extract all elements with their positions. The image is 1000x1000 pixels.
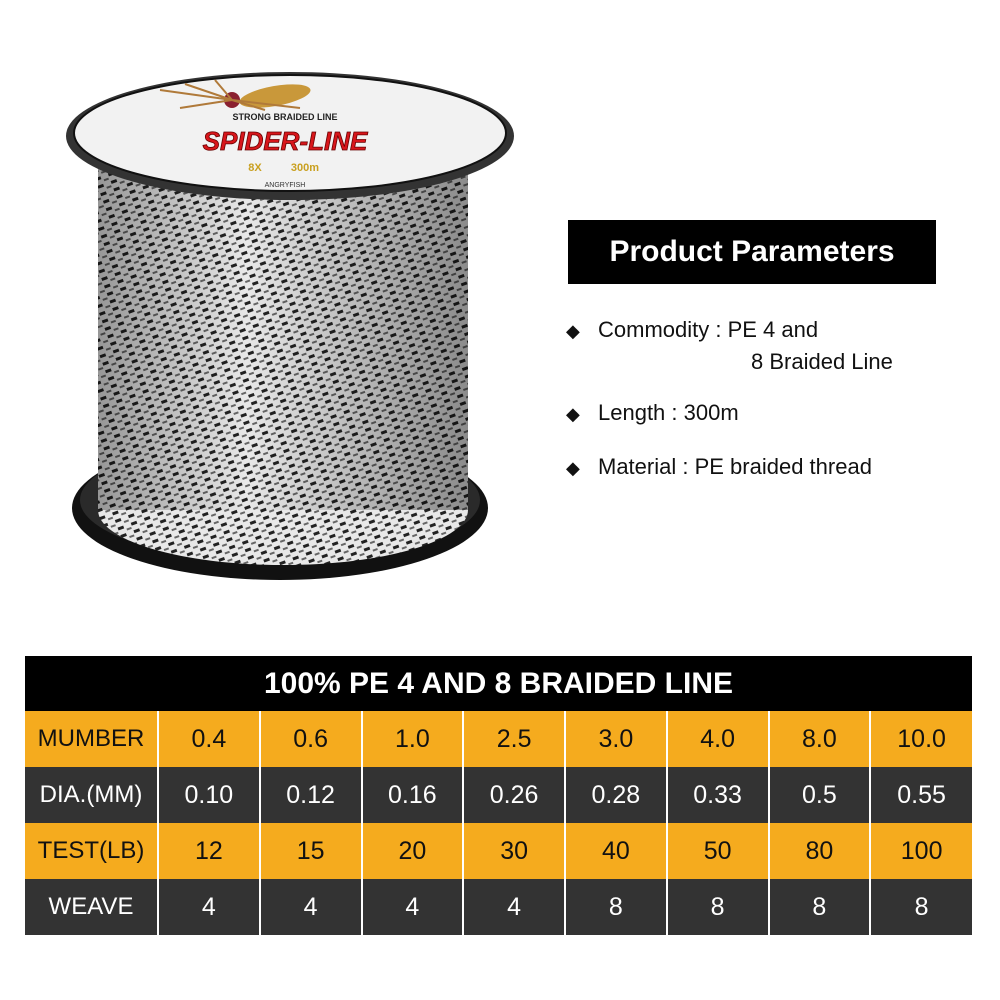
spool-image: STRONG BRAIDED LINE SPIDER-LINE 8X 300m … <box>66 72 514 580</box>
row-label: MUMBER <box>25 711 159 767</box>
table-cell: 3.0 <box>565 711 668 767</box>
table-row: WEAVE 4 4 4 4 8 8 8 8 <box>25 879 972 935</box>
spool-weave: 8X <box>248 162 262 174</box>
table-cell: 15 <box>259 823 363 879</box>
table-cell: 30 <box>463 823 566 879</box>
table-cell: 20 <box>361 823 465 879</box>
table-cell: 8 <box>565 879 668 935</box>
spider-logo <box>159 79 311 111</box>
table-cell: 10.0 <box>870 711 972 767</box>
param-material: ◆ Material : PE braided thread <box>566 453 872 482</box>
param-length: ◆ Length : 300m <box>566 399 739 428</box>
table-cell: 0.5 <box>768 767 872 823</box>
param-text: Length : 300m <box>598 400 739 425</box>
row-label: TEST(LB) <box>25 823 159 879</box>
table-cell: 4 <box>463 879 566 935</box>
param-commodity: ◆ Commodity : PE 4 and <box>566 316 818 345</box>
param-commodity-continued: 8 Braided Line <box>751 349 893 374</box>
table-cell: 0.12 <box>259 767 363 823</box>
table-cell: 4 <box>361 879 465 935</box>
param-text: Commodity : PE 4 and <box>598 317 819 342</box>
product-parameters-title: Product Parameters <box>568 220 936 284</box>
table-cell: 8.0 <box>768 711 872 767</box>
table-row: DIA.(MM) 0.10 0.12 0.16 0.26 0.28 0.33 0.5 0.55 <box>25 767 972 823</box>
table-row: TEST(LB) 12 15 20 30 40 50 80 100 <box>25 823 972 879</box>
table-cell: 0.26 <box>463 767 566 823</box>
table-cell: 8 <box>870 879 972 935</box>
table-cell: 0.6 <box>259 711 363 767</box>
spec-table-title: 100% PE 4 AND 8 BRAIDED LINE <box>25 656 972 711</box>
table-cell: 8 <box>768 879 872 935</box>
diamond-bullet-icon: ◆ <box>566 321 580 341</box>
table-row: MUMBER 0.4 0.6 1.0 2.5 3.0 4.0 8.0 10.0 <box>25 711 972 767</box>
spool-maker: ANGRYFISH <box>265 182 306 189</box>
table-cell: 0.16 <box>361 767 465 823</box>
table-cell: 2.5 <box>463 711 566 767</box>
table-cell: 0.33 <box>666 767 770 823</box>
table-cell: 4.0 <box>666 711 770 767</box>
param-text: Material : PE braided thread <box>598 454 872 479</box>
table-cell: 0.4 <box>158 711 261 767</box>
table-cell: 4 <box>259 879 363 935</box>
table-cell: 40 <box>565 823 668 879</box>
spec-table: 100% PE 4 AND 8 BRAIDED LINE MUMBER 0.4 0.… <box>25 656 972 935</box>
table-cell: 80 <box>768 823 872 879</box>
table-cell: 4 <box>158 879 261 935</box>
spool-length: 300m <box>291 162 319 174</box>
table-cell: 0.55 <box>870 767 972 823</box>
table-cell: 0.10 <box>158 767 261 823</box>
diamond-bullet-icon: ◆ <box>566 458 580 478</box>
spool-brand: SPIDER-LINE <box>203 126 368 156</box>
table-cell: 8 <box>666 879 770 935</box>
table-cell: 50 <box>666 823 770 879</box>
row-label: WEAVE <box>25 879 159 935</box>
table-cell: 12 <box>158 823 261 879</box>
spool-tagline: STRONG BRAIDED LINE <box>232 112 337 122</box>
table-cell: 100 <box>870 823 972 879</box>
diamond-bullet-icon: ◆ <box>566 404 580 424</box>
table-cell: 1.0 <box>361 711 465 767</box>
table-cell: 0.28 <box>565 767 668 823</box>
row-label: DIA.(MM) <box>25 767 159 823</box>
